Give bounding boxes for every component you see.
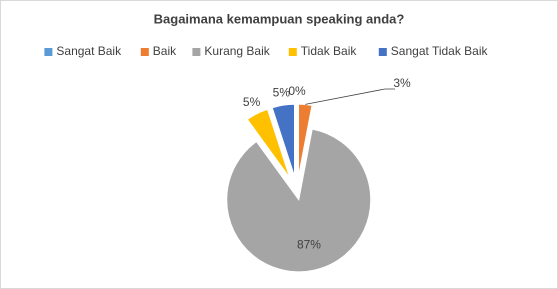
- legend-label: Tidak Baik: [301, 44, 358, 58]
- legend-swatch: [192, 48, 201, 56]
- value-label: 87%: [297, 238, 321, 252]
- legend-swatch: [140, 48, 149, 56]
- legend-label: Kurang Baik: [204, 44, 270, 58]
- legend-label: Baik: [153, 44, 177, 58]
- legend-swatch: [288, 48, 297, 56]
- value-label: 5%: [273, 85, 291, 99]
- legend-swatch: [44, 48, 53, 56]
- value-label: 5%: [243, 95, 261, 109]
- leader-line: [305, 88, 395, 105]
- legend-swatch: [378, 48, 387, 56]
- pie: 0% 3% 87% 5% 5%: [226, 76, 411, 273]
- legend-label: Sangat Baik: [56, 44, 122, 58]
- pie-slice: [246, 108, 291, 179]
- pie-slice: [271, 103, 295, 177]
- pie-slice: [226, 128, 372, 273]
- chart-title: Bagaimana kemampuan speaking anda?: [154, 11, 405, 26]
- value-label: 3%: [393, 76, 411, 90]
- legend: Sangat Baik Baik Kurang Baik Tidak Baik Sang…: [44, 44, 489, 58]
- value-label: 0%: [288, 84, 306, 98]
- legend-label: Sangat Tidak Baik: [391, 44, 489, 58]
